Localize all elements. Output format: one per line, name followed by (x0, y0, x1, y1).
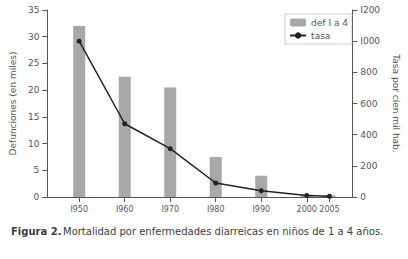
svg-text:Mortalidad por enfermedades di: Mortalidad por enfermedades diarreicas e… (63, 226, 383, 237)
svg-text:0: 0 (34, 192, 40, 202)
svg-text:Defunciones (en miles): Defunciones (en miles) (8, 52, 18, 156)
svg-text:I000: I000 (360, 36, 380, 46)
svg-text:0: 0 (360, 192, 366, 202)
svg-text:I200: I200 (360, 5, 380, 15)
svg-text:I970: I970 (161, 205, 179, 214)
svg-text:Tasa por cien mil hab.: Tasa por cien mil hab. (391, 53, 401, 152)
svg-text:5: 5 (34, 165, 40, 175)
svg-text:200: 200 (360, 161, 377, 171)
svg-text:I980: I980 (207, 205, 225, 214)
svg-text:2005: 2005 (319, 205, 339, 214)
svg-text:35: 35 (28, 5, 39, 15)
svg-text:I960: I960 (116, 205, 134, 214)
svg-text:600: 600 (360, 99, 377, 109)
svg-text:tasa: tasa (311, 31, 330, 41)
svg-text:800: 800 (360, 67, 377, 77)
svg-text:15: 15 (28, 112, 39, 122)
svg-text:10: 10 (28, 139, 40, 149)
svg-text:25: 25 (28, 58, 39, 68)
svg-text:30: 30 (28, 32, 40, 42)
svg-text:400: 400 (360, 130, 377, 140)
svg-text:I990: I990 (252, 205, 270, 214)
svg-text:def I a 4: def I a 4 (311, 18, 348, 28)
svg-text:Figura 2.: Figura 2. (11, 226, 61, 237)
svg-text:20: 20 (28, 85, 40, 95)
svg-text:2000: 2000 (297, 205, 317, 214)
svg-text:I950: I950 (70, 205, 88, 214)
